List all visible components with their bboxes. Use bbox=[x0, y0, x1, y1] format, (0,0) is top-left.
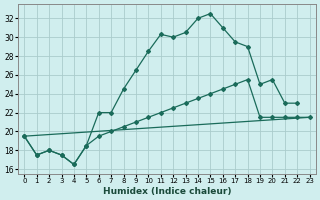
X-axis label: Humidex (Indice chaleur): Humidex (Indice chaleur) bbox=[103, 187, 231, 196]
